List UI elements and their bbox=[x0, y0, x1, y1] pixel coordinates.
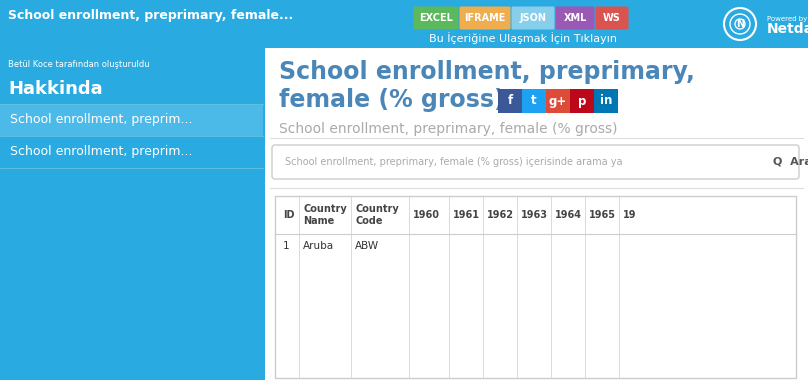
FancyBboxPatch shape bbox=[265, 48, 808, 380]
Text: g+: g+ bbox=[549, 95, 567, 108]
FancyBboxPatch shape bbox=[414, 6, 458, 30]
Text: 1: 1 bbox=[283, 241, 289, 251]
FancyBboxPatch shape bbox=[546, 89, 570, 113]
Text: IFRAME: IFRAME bbox=[465, 13, 506, 23]
FancyBboxPatch shape bbox=[0, 48, 263, 380]
Text: Aruba: Aruba bbox=[303, 241, 335, 251]
Text: Hakkinda: Hakkinda bbox=[8, 80, 103, 98]
FancyBboxPatch shape bbox=[595, 6, 629, 30]
FancyBboxPatch shape bbox=[0, 104, 263, 136]
Text: WS: WS bbox=[603, 13, 621, 23]
FancyBboxPatch shape bbox=[522, 89, 546, 113]
Text: Powered by: Powered by bbox=[767, 16, 807, 22]
FancyBboxPatch shape bbox=[556, 6, 595, 30]
Text: ID: ID bbox=[283, 210, 294, 220]
Text: Netda: Netda bbox=[767, 22, 808, 36]
Text: Betül Koce tarafından oluşturuldu: Betül Koce tarafından oluşturuldu bbox=[8, 60, 149, 69]
Text: ABW: ABW bbox=[355, 241, 379, 251]
FancyBboxPatch shape bbox=[0, 0, 808, 48]
Text: EXCEL: EXCEL bbox=[419, 13, 453, 23]
Text: 1963: 1963 bbox=[521, 210, 548, 220]
Text: School enrollment, preprim...: School enrollment, preprim... bbox=[10, 146, 192, 158]
Text: XML: XML bbox=[563, 13, 587, 23]
Text: Country
Code: Country Code bbox=[355, 204, 399, 226]
FancyBboxPatch shape bbox=[594, 89, 618, 113]
FancyBboxPatch shape bbox=[275, 196, 796, 378]
Text: School enrollment, preprimary,: School enrollment, preprimary, bbox=[279, 60, 695, 84]
Text: School enrollment, preprimary, female (% gross) içerisinde arama ya: School enrollment, preprimary, female (%… bbox=[285, 157, 622, 167]
FancyBboxPatch shape bbox=[511, 6, 554, 30]
Text: School enrollment, preprimary, female (% gross): School enrollment, preprimary, female (%… bbox=[279, 122, 617, 136]
Text: p: p bbox=[578, 95, 586, 108]
Text: in: in bbox=[600, 95, 612, 108]
Text: Bu İçeriğine Ulaşmak İçin Tıklayın: Bu İçeriğine Ulaşmak İçin Tıklayın bbox=[429, 32, 617, 44]
Text: 1962: 1962 bbox=[487, 210, 514, 220]
Text: N: N bbox=[736, 19, 744, 29]
Text: 1964: 1964 bbox=[555, 210, 582, 220]
FancyBboxPatch shape bbox=[460, 6, 511, 30]
Text: Q  Ara: Q Ara bbox=[773, 157, 808, 167]
FancyBboxPatch shape bbox=[498, 89, 522, 113]
Text: 1965: 1965 bbox=[589, 210, 616, 220]
Text: f: f bbox=[507, 95, 512, 108]
Text: female (% gross): female (% gross) bbox=[279, 88, 505, 112]
Text: t: t bbox=[531, 95, 537, 108]
Text: 1961: 1961 bbox=[453, 210, 480, 220]
Text: JSON: JSON bbox=[520, 13, 546, 23]
Text: School enrollment, preprimary, female...: School enrollment, preprimary, female... bbox=[8, 10, 293, 22]
Text: School enrollment, preprim...: School enrollment, preprim... bbox=[10, 114, 192, 127]
Text: Country
Name: Country Name bbox=[303, 204, 347, 226]
Text: 1960: 1960 bbox=[413, 210, 440, 220]
Text: 19: 19 bbox=[623, 210, 637, 220]
FancyBboxPatch shape bbox=[570, 89, 594, 113]
FancyBboxPatch shape bbox=[272, 145, 799, 179]
